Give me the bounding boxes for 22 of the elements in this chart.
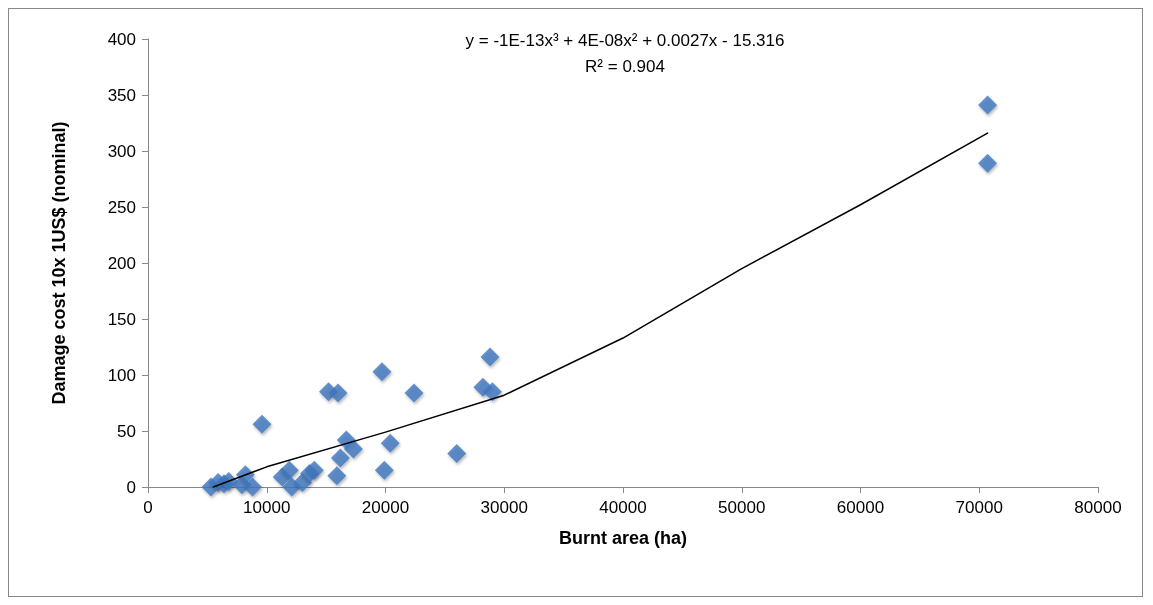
y-tick-label: 100 (107, 365, 136, 385)
x-tick-label: 70000 (955, 498, 1003, 517)
y-tick-label: 200 (107, 253, 136, 273)
y-axis-title: Damage cost 10x 1US$ (nominal) (49, 121, 69, 405)
annotation: R² = 0.904 (585, 57, 665, 76)
y-tick-label: 350 (107, 85, 136, 105)
y-tick-label: 50 (117, 421, 136, 441)
x-axis-title: Burnt area (ha) (558, 528, 688, 548)
x-tick-label: 0 (143, 498, 153, 517)
x-tick-label: 60000 (836, 498, 885, 517)
y-tick-label: 150 (107, 309, 136, 329)
y-tick-label: 250 (107, 197, 136, 217)
x-tick-label: 10000 (243, 498, 291, 517)
x-tick-label: 80000 (1074, 498, 1122, 517)
y-tick-label: 300 (107, 141, 136, 161)
x-tick-label: 20000 (361, 498, 410, 517)
y-tick-label: 0 (126, 477, 136, 497)
annotation: y = -1E-13x³ + 4E-08x² + 0.0027x - 15.316 (465, 31, 785, 50)
x-tick-label: 30000 (480, 498, 528, 517)
x-tick-label: 50000 (718, 498, 766, 517)
y-tick-label: 400 (107, 29, 136, 49)
x-tick-label: 40000 (599, 498, 647, 517)
